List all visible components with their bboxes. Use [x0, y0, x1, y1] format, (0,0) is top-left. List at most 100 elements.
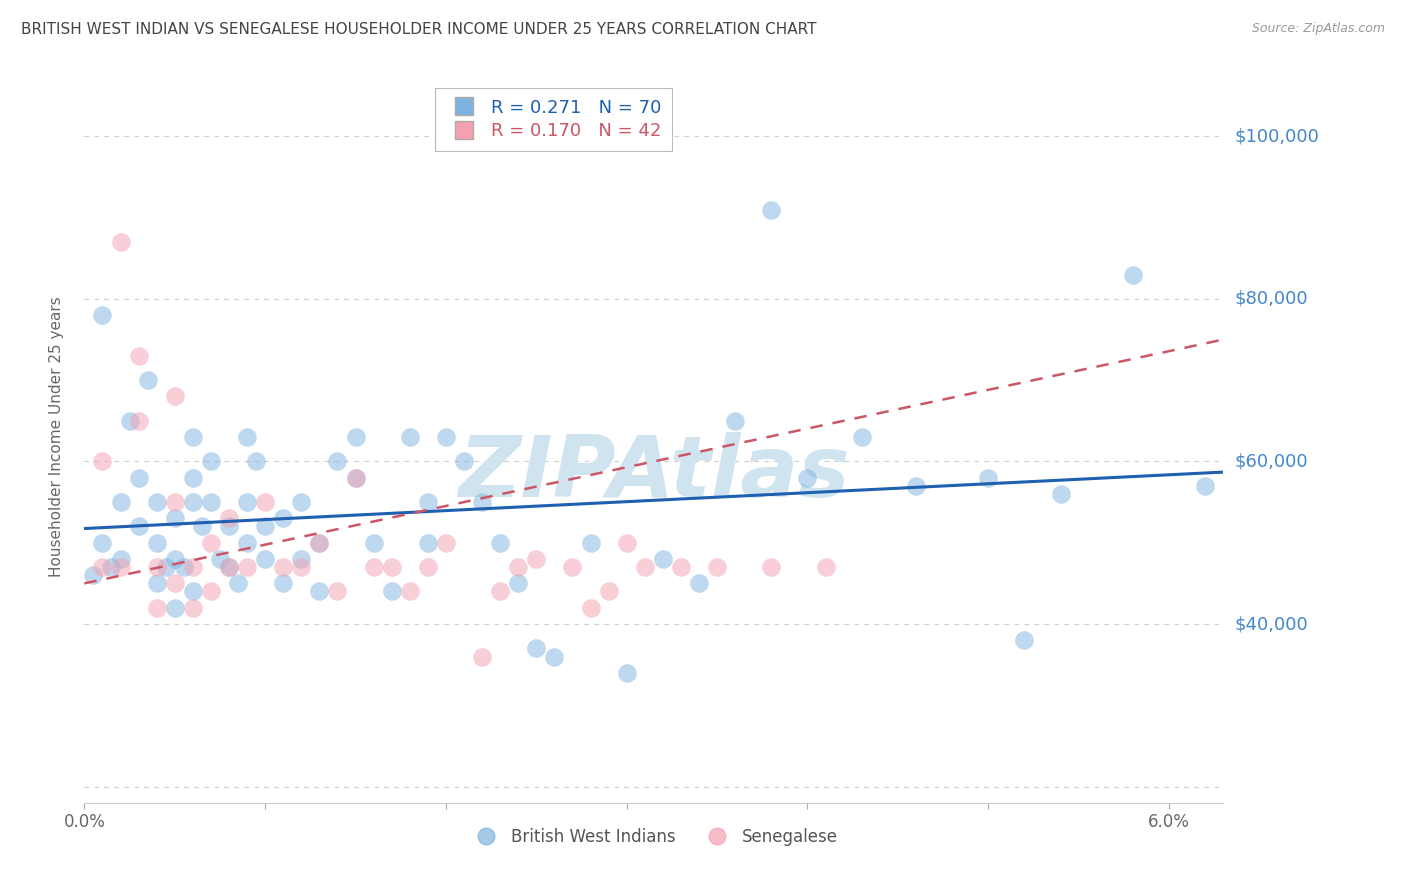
Point — [508, 576, 530, 591]
Point — [271, 576, 294, 591]
Point — [271, 560, 294, 574]
Point — [290, 495, 312, 509]
Point — [634, 560, 657, 574]
Point — [326, 584, 349, 599]
Text: $100,000: $100,000 — [1234, 128, 1319, 145]
Text: $80,000: $80,000 — [1234, 290, 1308, 308]
Point — [308, 535, 330, 549]
Text: BRITISH WEST INDIAN VS SENEGALESE HOUSEHOLDER INCOME UNDER 25 YEARS CORRELATION : BRITISH WEST INDIAN VS SENEGALESE HOUSEH… — [21, 22, 817, 37]
Point — [181, 495, 204, 509]
Point — [579, 600, 602, 615]
Point — [977, 471, 1000, 485]
Point — [91, 535, 114, 549]
Legend: British West Indians, Senegalese: British West Indians, Senegalese — [463, 822, 845, 853]
Point — [136, 373, 159, 387]
Text: ZIPAtlas: ZIPAtlas — [458, 432, 849, 516]
Text: Source: ZipAtlas.com: Source: ZipAtlas.com — [1251, 22, 1385, 36]
Point — [181, 430, 204, 444]
Point — [191, 519, 214, 533]
Point — [128, 414, 150, 428]
Point — [82, 568, 104, 582]
Point — [181, 471, 204, 485]
Point — [110, 552, 132, 566]
Point — [173, 560, 195, 574]
Point — [128, 519, 150, 533]
Point — [308, 535, 330, 549]
Point — [651, 552, 673, 566]
Point — [561, 560, 583, 574]
Point — [200, 584, 222, 599]
Point — [163, 389, 186, 403]
Point — [208, 552, 231, 566]
Point — [616, 665, 638, 680]
Text: $40,000: $40,000 — [1234, 615, 1308, 633]
Point — [118, 414, 141, 428]
Point — [598, 584, 620, 599]
Y-axis label: Householder Income Under 25 years: Householder Income Under 25 years — [49, 297, 63, 577]
Point — [181, 600, 204, 615]
Point — [181, 584, 204, 599]
Point — [128, 349, 150, 363]
Point — [155, 560, 177, 574]
Point — [200, 535, 222, 549]
Point — [416, 535, 439, 549]
Point — [236, 430, 259, 444]
Point — [163, 600, 186, 615]
Point — [200, 454, 222, 468]
Point — [218, 519, 240, 533]
Text: $60,000: $60,000 — [1234, 452, 1308, 470]
Point — [181, 560, 204, 574]
Point — [245, 454, 267, 468]
Point — [761, 202, 783, 217]
Point — [1014, 633, 1036, 648]
Point — [308, 584, 330, 599]
Point — [218, 560, 240, 574]
Point — [814, 560, 837, 574]
Point — [236, 495, 259, 509]
Point — [163, 511, 186, 525]
Point — [145, 600, 167, 615]
Point — [471, 495, 494, 509]
Point — [489, 535, 512, 549]
Point — [1122, 268, 1144, 282]
Point — [200, 495, 222, 509]
Point — [326, 454, 349, 468]
Point — [543, 649, 565, 664]
Point — [398, 430, 420, 444]
Point — [100, 560, 122, 574]
Point — [363, 560, 385, 574]
Point — [128, 471, 150, 485]
Point — [145, 576, 167, 591]
Point — [416, 495, 439, 509]
Point — [226, 576, 249, 591]
Point — [616, 535, 638, 549]
Point — [706, 560, 728, 574]
Point — [344, 471, 367, 485]
Point — [489, 584, 512, 599]
Point — [416, 560, 439, 574]
Point — [145, 560, 167, 574]
Point — [524, 552, 547, 566]
Point — [669, 560, 692, 574]
Point — [851, 430, 873, 444]
Point — [110, 560, 132, 574]
Point — [434, 430, 457, 444]
Point — [110, 495, 132, 509]
Point — [271, 511, 294, 525]
Point — [91, 308, 114, 322]
Point — [381, 560, 404, 574]
Point — [218, 560, 240, 574]
Point — [579, 535, 602, 549]
Point — [1049, 487, 1071, 501]
Point — [344, 471, 367, 485]
Point — [254, 519, 277, 533]
Point — [381, 584, 404, 599]
Point — [163, 552, 186, 566]
Point — [508, 560, 530, 574]
Point — [398, 584, 420, 599]
Point — [290, 552, 312, 566]
Point — [290, 560, 312, 574]
Point — [163, 576, 186, 591]
Point — [524, 641, 547, 656]
Point — [363, 535, 385, 549]
